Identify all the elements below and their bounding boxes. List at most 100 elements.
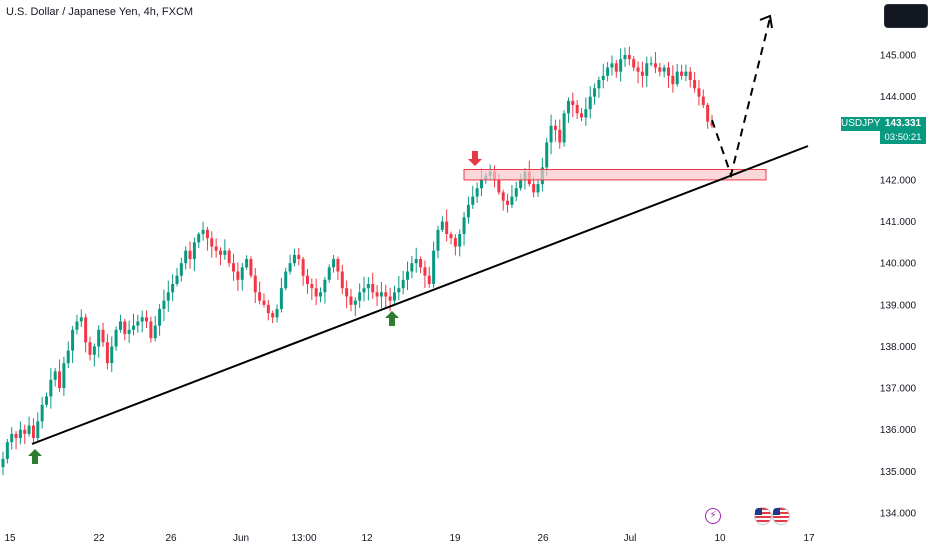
candle-body	[423, 267, 427, 276]
candle-body	[688, 71, 692, 80]
candle-body	[479, 179, 483, 189]
candle-body	[536, 184, 540, 193]
candle-body	[640, 71, 644, 76]
candle-body	[345, 288, 349, 297]
candle-body	[575, 104, 579, 114]
candle-body	[140, 317, 144, 322]
candle-body	[388, 296, 392, 301]
toolbar-button[interactable]	[884, 4, 928, 28]
candle-body	[218, 250, 222, 255]
candle-body	[227, 250, 231, 264]
up-arrow-icon[interactable]	[385, 311, 399, 326]
candle-body	[10, 433, 14, 443]
candle-body	[549, 125, 553, 143]
candle-body	[584, 109, 588, 118]
candle-body	[379, 292, 383, 297]
candle-body	[675, 71, 679, 85]
candle-body	[310, 284, 314, 289]
candle-body	[553, 125, 557, 130]
lightning-icon[interactable]: ⚡	[705, 508, 721, 524]
candle-body	[571, 100, 575, 105]
time-tick-label: 17	[803, 533, 815, 544]
projection-arrowhead[interactable]	[759, 14, 773, 29]
candle-body	[14, 433, 18, 439]
candle-body	[232, 263, 236, 272]
candle-body	[258, 292, 262, 301]
candle-body	[475, 188, 479, 197]
candle-body	[136, 321, 140, 326]
candle-body	[214, 246, 218, 251]
candle-body	[445, 221, 449, 235]
candle-body	[406, 271, 410, 280]
us-flag-icon[interactable]	[772, 507, 790, 525]
chart-title: U.S. Dollar / Japanese Yen, 4h, FXCM	[6, 6, 194, 18]
candle-body	[506, 200, 510, 205]
candle-body	[88, 342, 92, 355]
candle-body	[201, 229, 205, 235]
candle-body	[362, 288, 366, 293]
candle-body	[680, 71, 684, 76]
candle-body	[118, 321, 122, 330]
candle-body	[301, 259, 305, 276]
candle-body	[693, 79, 697, 89]
candle-body	[671, 75, 675, 85]
candle-body	[593, 88, 597, 97]
candle-body	[66, 350, 70, 364]
candle-body	[58, 371, 62, 389]
candle-body	[519, 179, 523, 189]
candle-body	[397, 288, 401, 293]
candle-body	[706, 104, 710, 122]
candle-body	[184, 250, 188, 264]
price-tick-label: 145.000	[880, 51, 917, 62]
candle-body	[253, 275, 257, 293]
resistance-zone[interactable]	[463, 169, 767, 181]
time-tick-label: 19	[449, 533, 461, 544]
candle-body	[353, 300, 357, 305]
candle-body	[580, 113, 584, 118]
candle-body	[197, 234, 201, 243]
projection-path[interactable]	[711, 17, 771, 179]
price-tick-label: 134.000	[880, 509, 917, 520]
candle-body	[614, 63, 618, 72]
candle-body	[36, 421, 40, 439]
candle-body	[158, 308, 162, 326]
candle-body	[662, 67, 666, 72]
candle-body	[462, 217, 466, 235]
up-arrow-icon[interactable]	[28, 449, 42, 464]
candle-body	[645, 63, 649, 76]
candle-body	[110, 346, 114, 364]
time-tick-label: 13:00	[291, 533, 316, 544]
candle-body	[53, 371, 57, 380]
candle-body	[5, 442, 9, 459]
candle-body	[245, 259, 249, 268]
price-tick-label: 140.000	[880, 259, 917, 270]
candle-body	[636, 67, 640, 72]
candle-body	[436, 229, 440, 251]
candle-body	[49, 379, 53, 397]
candle-body	[240, 267, 244, 280]
candle-body	[432, 250, 436, 284]
candle-body	[623, 55, 627, 60]
candle-body	[297, 254, 301, 260]
candle-body	[497, 179, 501, 193]
candle-body	[514, 188, 518, 197]
candle-body	[314, 288, 318, 297]
candle-body	[123, 321, 127, 334]
candle-body	[175, 275, 179, 284]
candle-body	[323, 279, 327, 293]
time-tick-label: 26	[537, 533, 549, 544]
candle-body	[684, 71, 688, 76]
price-tick-label: 142.000	[880, 175, 917, 186]
candle-body	[619, 59, 623, 72]
candle-body	[262, 300, 266, 305]
last-price-label: 143.331	[880, 117, 926, 131]
us-flag-icon[interactable]	[754, 507, 772, 525]
candle-body	[358, 292, 362, 301]
candle-body	[145, 317, 149, 322]
down-arrow-icon[interactable]	[468, 151, 482, 166]
candle-body	[188, 250, 192, 260]
trendline[interactable]	[31, 145, 809, 445]
time-tick-label: 15	[4, 533, 16, 544]
candle-body	[92, 346, 96, 355]
